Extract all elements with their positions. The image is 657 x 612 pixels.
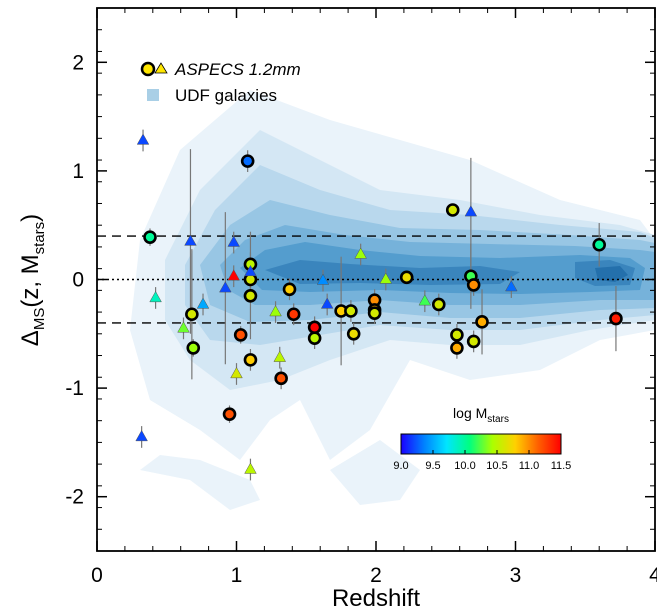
- aspecs-circle-point: [345, 305, 356, 316]
- colorbar-tick-label-1: 9.5: [425, 460, 440, 472]
- aspecs-circle-point: [433, 299, 444, 310]
- aspecs-circle-point: [288, 309, 299, 320]
- udf-contour-level-1b: [140, 455, 260, 510]
- legend: ASPECS 1.2mm UDF galaxies: [142, 60, 301, 105]
- aspecs-circle-point: [309, 333, 320, 344]
- y-axis-label-sub: MS: [31, 308, 48, 331]
- y-axis-label-main: Δ: [17, 330, 44, 346]
- aspecs-circle-point: [477, 316, 488, 327]
- y-tick-label-3: 1: [72, 160, 84, 183]
- udf-density-contours: [130, 90, 655, 510]
- aspecs-circle-point: [309, 322, 320, 333]
- aspecs-circle-point: [451, 329, 462, 340]
- aspecs-circle-point: [468, 279, 479, 290]
- y-tick-label-2: 0: [72, 269, 84, 292]
- y-tick-label-0: -2: [65, 486, 84, 509]
- x-axis-label: Redshift: [332, 585, 420, 612]
- colorbar-title-sub: stars: [487, 414, 509, 425]
- aspecs-circle-point: [451, 342, 462, 353]
- y-axis-label-rest: (z, M: [17, 254, 44, 307]
- x-tick-label-0: 0: [91, 564, 103, 587]
- legend-label-udf: UDF galaxies: [175, 86, 277, 105]
- legend-circle-marker: [142, 63, 154, 75]
- aspecs-circle-point: [245, 354, 256, 365]
- aspecs-circle-point: [245, 290, 256, 301]
- aspecs-circle-point: [235, 329, 246, 340]
- aspecs-circle-point: [145, 232, 156, 243]
- colorbar-tick-label-4: 11.0: [519, 460, 540, 472]
- aspecs-circle-point: [348, 328, 359, 339]
- y-axis-label-sub2: stars: [31, 222, 48, 255]
- colorbar-tick-label-3: 10.5: [486, 460, 507, 472]
- aspecs-circle-point: [369, 308, 380, 319]
- x-tick-label-2: 2: [370, 564, 382, 587]
- aspecs-circle-point: [284, 284, 295, 295]
- aspecs-circle-point: [276, 373, 287, 384]
- aspecs-circle-point: [224, 409, 235, 420]
- colorbar-title: log Mstars: [453, 405, 509, 425]
- x-tick-label-1: 1: [231, 564, 243, 587]
- colorbar: log Mstars 9.0 9.5 10.0 10.5 11.0 11.5: [393, 405, 571, 472]
- colorbar-tick-label-2: 10.0: [454, 460, 475, 472]
- aspecs-circle-point: [594, 239, 605, 250]
- aspecs-circle-point: [242, 156, 253, 167]
- colorbar-title-main: log M: [453, 405, 487, 421]
- aspecs-circle-point: [610, 313, 621, 324]
- colorbar-tick-label-5: 11.5: [551, 460, 572, 472]
- colorbar-tick-label-0: 9.0: [393, 460, 408, 472]
- legend-triangle-marker: [155, 63, 167, 73]
- y-axis-label: ΔMS(z, Mstars): [17, 214, 48, 346]
- aspecs-circle-point: [447, 204, 458, 215]
- x-tick-label-3: 3: [510, 564, 522, 587]
- legend-label-aspecs: ASPECS 1.2mm: [174, 60, 301, 79]
- aspecs-triangle-point: [137, 134, 149, 144]
- colorbar-gradient: [401, 434, 561, 454]
- aspecs-circle-point: [401, 272, 412, 283]
- aspecs-circle-point: [468, 336, 479, 347]
- y-tick-label-1: -1: [65, 377, 84, 400]
- aspecs-triangle-point: [136, 430, 148, 440]
- aspecs-triangle-point: [245, 463, 257, 473]
- aspecs-circle-point: [186, 309, 197, 320]
- y-tick-label-4: 2: [72, 51, 84, 74]
- x-tick-label-4: 4: [649, 564, 657, 587]
- legend-udf-swatch: [147, 89, 159, 101]
- y-axis-label-end: ): [17, 214, 44, 222]
- aspecs-circle-point: [188, 342, 199, 353]
